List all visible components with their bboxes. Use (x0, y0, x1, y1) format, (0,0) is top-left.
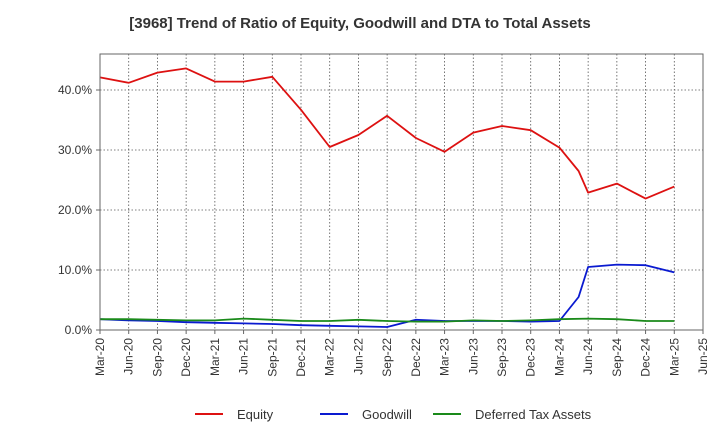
series-line-equity (99, 67, 675, 200)
x-tick-label: Mar-23 (438, 338, 452, 376)
series-lines (99, 67, 675, 328)
legend-label: Deferred Tax Assets (475, 407, 592, 422)
x-tick-label: Jun-20 (122, 338, 136, 375)
chart-title: [3968] Trend of Ratio of Equity, Goodwil… (129, 15, 591, 32)
x-tick-label: Dec-22 (409, 338, 423, 377)
legend-label: Equity (237, 407, 274, 422)
grid (100, 54, 703, 330)
y-tick-label: 10.0% (58, 263, 92, 277)
axes: 0.0% 10.0% 20.0% 30.0% 40.0% Mar-20 Jun-20 Sep-… (58, 53, 710, 377)
y-tick-label: 30.0% (58, 143, 92, 157)
x-tick-label: Sep-24 (610, 338, 624, 377)
x-tick-label: Dec-24 (639, 338, 653, 377)
series-line-goodwill (99, 263, 675, 328)
y-tick-label: 40.0% (58, 83, 92, 97)
legend: Equity Goodwill Deferred Tax Assets (195, 407, 592, 422)
y-tick-label: 20.0% (58, 203, 92, 217)
x-tick-label: Dec-21 (294, 338, 308, 377)
x-tick-label: Mar-24 (552, 338, 566, 376)
plot-frame (99, 53, 704, 331)
legend-label: Goodwill (362, 407, 412, 422)
x-tick-label: Sep-20 (150, 338, 164, 377)
x-tick-label: Jun-23 (466, 338, 480, 375)
x-tick-label: Dec-20 (179, 338, 193, 377)
x-tick-label: Mar-25 (667, 338, 681, 376)
series-line-deferred-tax-assets (100, 317, 675, 323)
x-tick-label: Sep-21 (265, 338, 279, 377)
x-tick-label: Mar-22 (323, 338, 337, 376)
x-tick-label: Sep-23 (495, 338, 509, 377)
x-tick-label: Dec-23 (524, 338, 538, 377)
x-tick-label: Jun-24 (581, 338, 595, 375)
x-tick-label: Mar-20 (93, 338, 107, 376)
x-tick-label: Jun-22 (351, 338, 365, 375)
x-tick-label: Mar-21 (208, 338, 222, 376)
x-tick-label: Jun-21 (237, 338, 251, 375)
x-tick-label: Sep-22 (380, 338, 394, 377)
x-tick-label: Jun-25 (696, 338, 710, 375)
y-tick-label: 0.0% (65, 323, 93, 337)
